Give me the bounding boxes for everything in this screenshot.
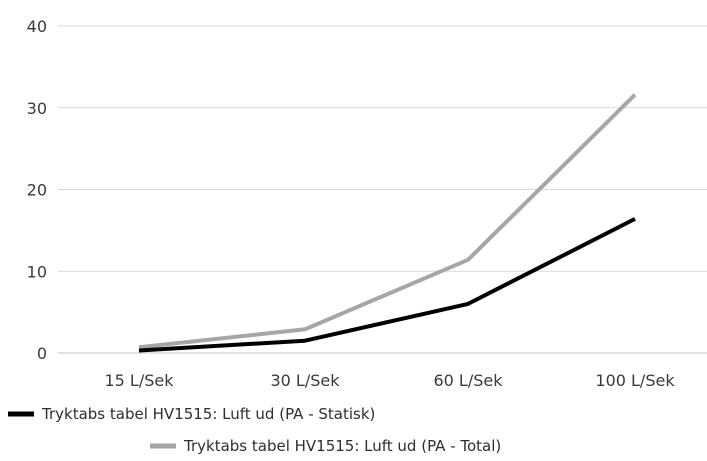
y-axis: 0 10 20 30 40 [27, 17, 47, 363]
series-line-2 [138, 93, 637, 350]
gridlines [58, 25, 707, 272]
x-axis: 15 L/Sek 30 L/Sek 60 L/Sek 100 L/Sek [104, 371, 675, 390]
y-tick-label: 30 [27, 99, 47, 118]
x-tick-label: 100 L/Sek [595, 371, 675, 390]
legend-label: Tryktabs tabel HV1515: Luft ud (PA - Tot… [183, 437, 501, 455]
x-tick-label: 30 L/Sek [270, 371, 340, 390]
legend-item-1: Tryktabs tabel HV1515: Luft ud (PA - Sta… [8, 405, 375, 423]
x-tick-label: 15 L/Sek [104, 371, 174, 390]
y-tick-label: 20 [27, 181, 47, 200]
series-line-1 [138, 217, 636, 353]
y-tick-label: 0 [37, 344, 47, 363]
legend-label: Tryktabs tabel HV1515: Luft ud (PA - Sta… [41, 405, 375, 423]
legend: Tryktabs tabel HV1515: Luft ud (PA - Sta… [8, 405, 501, 455]
series-lines [138, 93, 637, 353]
y-tick-label: 40 [27, 17, 47, 36]
x-tick-label: 60 L/Sek [433, 371, 503, 390]
legend-item-2: Tryktabs tabel HV1515: Luft ud (PA - Tot… [150, 437, 501, 455]
y-tick-label: 10 [27, 262, 47, 281]
